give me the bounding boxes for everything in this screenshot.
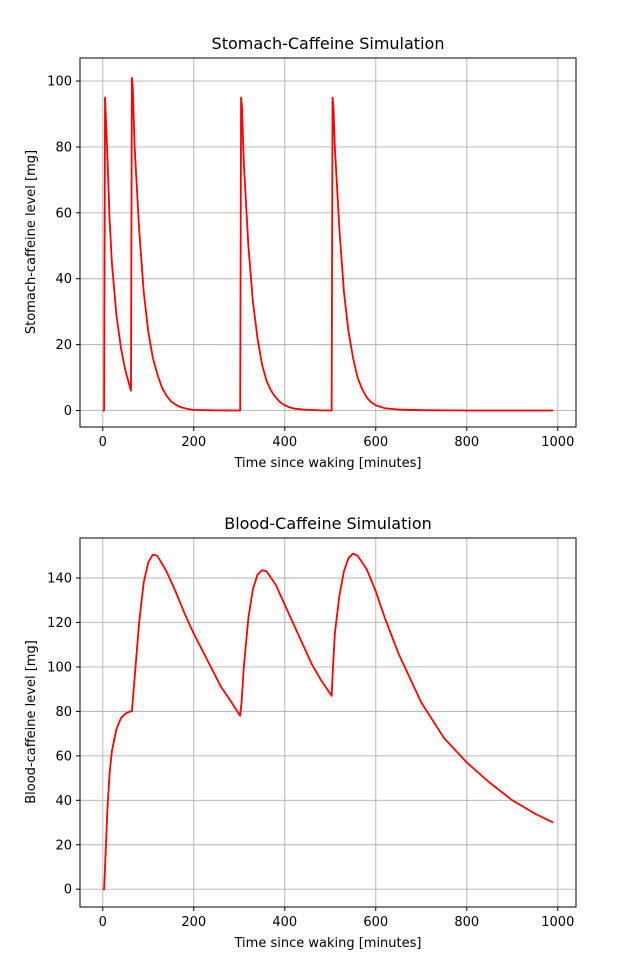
stomach-y-axis-label: Stomach-caffeine level [mg] [24,150,39,334]
stomach-y-tick-label: 80 [55,140,72,155]
stomach-grid [80,58,576,427]
stomach-plot-frame [79,57,577,428]
stomach-y-tick-label: 100 [47,75,72,90]
blood-y-tick-label: 40 [55,794,72,809]
stomach-x-tick-label: 800 [454,435,479,450]
blood-plot-frame [79,537,577,908]
stomach-y-tick-label: 60 [55,206,72,221]
stomach-chart-title: Stomach-Caffeine Simulation [212,34,445,53]
stomach-chart: 0 200 400 600 800 1000 0 20 40 60 80 100 Stomach-C… [24,34,577,471]
blood-y-tick-label: 0 [64,883,72,898]
blood-x-tick-label: 200 [181,915,206,930]
blood-y-tick-label: 140 [47,572,72,587]
blood-series [102,552,554,891]
stomach-x-axis-label: Time since waking [minutes] [234,456,422,471]
blood-x-tick-label: 1000 [541,915,574,930]
blood-chart-title: Blood-Caffeine Simulation [224,514,432,533]
blood-y-tick-label: 80 [55,705,72,720]
blood-x-tick-label: 600 [363,915,388,930]
stomach-y-tick-label: 20 [55,338,72,353]
stomach-y-ticks: 0 20 40 60 80 100 [47,75,80,419]
blood-x-tick-label: 400 [272,915,297,930]
stomach-x-tick-label: 400 [272,435,297,450]
blood-x-ticks: 0 200 400 600 800 1000 [99,907,574,930]
blood-y-ticks: 0 20 40 60 80 100 120 140 [47,572,80,898]
blood-y-axis-label: Blood-caffeine level [mg] [24,640,39,804]
blood-chart: 0 200 400 600 800 1000 0 20 40 60 80 100 120 140 Blo… [24,514,577,951]
blood-grid [80,538,576,907]
stomach-x-tick-label: 200 [181,435,206,450]
stomach-y-tick-label: 40 [55,272,72,287]
blood-y-tick-label: 100 [47,660,72,675]
blood-x-tick-label: 0 [99,915,107,930]
blood-series-line [102,552,554,891]
blood-y-tick-label: 120 [47,616,72,631]
stomach-x-ticks: 0 200 400 600 800 1000 [99,427,574,450]
stomach-x-tick-label: 600 [363,435,388,450]
blood-x-tick-label: 800 [454,915,479,930]
stomach-y-tick-label: 0 [64,404,72,419]
blood-x-axis-label: Time since waking [minutes] [234,936,422,951]
stomach-series [102,76,554,412]
stomach-x-tick-label: 0 [99,435,107,450]
blood-y-tick-label: 60 [55,749,72,764]
stomach-series-line [102,76,554,412]
blood-y-tick-label: 20 [55,838,72,853]
stomach-x-tick-label: 1000 [541,435,574,450]
